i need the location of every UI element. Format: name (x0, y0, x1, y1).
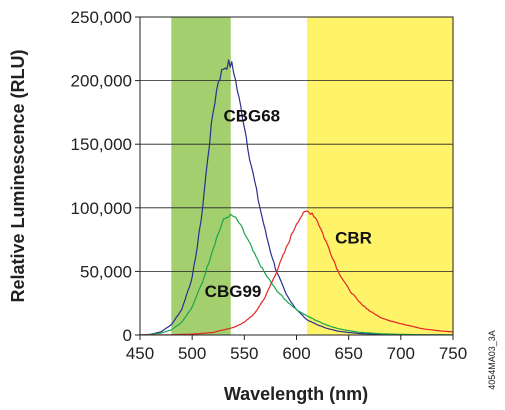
x-tick-label: 500 (178, 344, 206, 363)
band-0 (171, 17, 231, 335)
y-tick-label: 250,000 (71, 8, 132, 27)
x-tick-label: 450 (126, 344, 154, 363)
series-label-cbr: CBR (335, 228, 372, 247)
wavelength-bands (171, 17, 453, 335)
band-1 (306, 17, 453, 335)
y-tick-label: 150,000 (71, 135, 132, 154)
series-label-cbg68: CBG68 (223, 106, 280, 125)
series-line-cbr (140, 210, 453, 335)
figure-code: 4054MA03_3A (487, 330, 497, 390)
y-tick-label: 200,000 (71, 72, 132, 91)
y-tick-label: 100,000 (71, 199, 132, 218)
axis-ticks: 0 50,000 100,000 150,000 200,000 250,000 450 50… (71, 8, 468, 363)
x-tick-label: 600 (282, 344, 310, 363)
x-tick-label: 650 (334, 344, 362, 363)
series-line-cbg99 (140, 213, 453, 335)
x-tick-label: 700 (387, 344, 415, 363)
y-tick-label: 0 (123, 326, 132, 345)
gridlines (140, 80, 453, 272)
y-tick-label: 50,000 (80, 262, 132, 281)
x-tick-label: 750 (439, 344, 467, 363)
series-label-cbg99: CBG99 (205, 282, 262, 301)
series-labels: CBG68 CBG99 CBR (205, 106, 372, 301)
x-tick-label: 550 (230, 344, 258, 363)
y-axis-title: Relative Luminescence (RLU) (8, 49, 28, 302)
x-axis-title: Wavelength (nm) (224, 384, 368, 404)
